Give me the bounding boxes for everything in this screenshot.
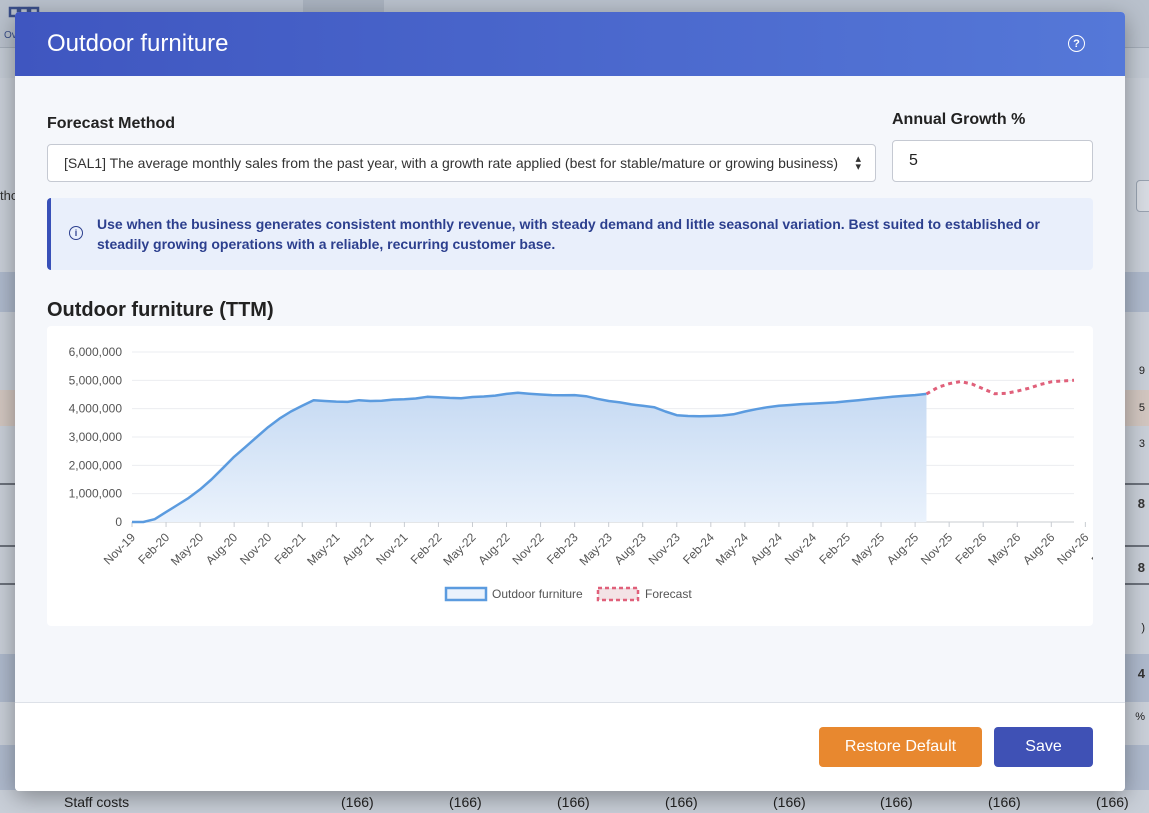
y-tick-label: 2,000,000	[69, 458, 123, 472]
legend-swatch-forecast[interactable]	[596, 586, 640, 602]
x-tick-label: Aug-21	[339, 530, 376, 567]
x-tick-label: Nov-20	[237, 530, 274, 567]
legend-label-forecast[interactable]: Forecast	[645, 587, 692, 601]
forecast-method-value: [SAL1] The average monthly sales from th…	[64, 155, 839, 171]
info-text: Use when the business generates consiste…	[97, 216, 1040, 252]
series-line-forecast	[925, 378, 1075, 396]
x-tick-label: Aug-23	[612, 530, 649, 567]
x-tick-label: May-26	[985, 530, 1023, 568]
x-tick-label: May-25	[849, 530, 887, 568]
modal-title: Outdoor furniture	[47, 30, 229, 57]
y-tick-label: 6,000,000	[69, 345, 123, 359]
restore-default-button[interactable]: Restore Default	[819, 727, 982, 767]
x-tick-label: May-24	[713, 530, 751, 568]
bg-fragment: tho	[0, 188, 19, 203]
bg-row-value: (166)	[988, 794, 1021, 810]
bg-table-row: Staff costs (166) (166) (166) (166) (166…	[0, 790, 1149, 813]
bg-fragment: 8	[1137, 496, 1145, 511]
bg-fragment: 9	[1138, 365, 1145, 377]
x-tick-label: May-23	[577, 530, 615, 568]
x-tick-label: May-20	[168, 530, 206, 568]
x-tick-label: Feb-26	[953, 530, 990, 567]
save-button[interactable]: Save	[994, 727, 1093, 767]
forecast-method-select[interactable]: [SAL1] The average monthly sales from th…	[47, 144, 876, 182]
bg-input[interactable]	[1136, 180, 1149, 212]
y-tick-label: 3,000,000	[69, 430, 123, 444]
bg-fragment: 8	[1137, 560, 1145, 575]
bg-fragment: %	[1135, 711, 1145, 723]
series-area-outdoor-furniture	[132, 392, 927, 522]
bg-fragment: 3	[1138, 438, 1145, 450]
x-tick-label: Feb-24	[680, 530, 717, 567]
bg-row-value: (166)	[341, 794, 374, 810]
forecast-modal: Outdoor furniture ? Forecast Method [SAL…	[15, 12, 1125, 791]
x-tick-label: Aug-26	[1020, 530, 1057, 567]
x-tick-label: Feb-21	[272, 530, 309, 567]
bg-row-value: (166)	[449, 794, 482, 810]
x-tick-label: Aug-25	[884, 530, 921, 567]
y-tick-label: 1,000,000	[69, 487, 123, 501]
bg-row-value: (166)	[665, 794, 698, 810]
footer-divider	[15, 702, 1125, 703]
x-tick-label: Feb-27	[1089, 530, 1093, 567]
x-tick-label: Feb-20	[135, 530, 172, 567]
x-tick-label: May-22	[440, 530, 478, 568]
bg-row-value: (166)	[1096, 794, 1129, 810]
info-callout: i Use when the business generates consis…	[47, 198, 1093, 270]
bg-row-value: (166)	[557, 794, 590, 810]
legend-swatch-outdoor-furniture[interactable]	[444, 586, 488, 602]
x-tick-label: Aug-22	[475, 530, 512, 567]
x-tick-label: Feb-25	[816, 530, 853, 567]
bg-row-value: (166)	[773, 794, 806, 810]
y-tick-label: 4,000,000	[69, 402, 123, 416]
x-tick-label: Feb-22	[408, 530, 445, 567]
series-line-outdoor-furniture	[132, 391, 927, 524]
annual-growth-input[interactable]	[892, 140, 1093, 182]
annual-growth-label: Annual Growth %	[892, 111, 1026, 128]
x-tick-label: Nov-19	[101, 530, 138, 567]
x-tick-label: Nov-25	[918, 530, 955, 567]
forecast-method-label: Forecast Method	[47, 115, 176, 132]
bg-fragment: )	[1141, 622, 1145, 634]
bg-fragment: 4	[1137, 666, 1145, 681]
info-icon: i	[69, 226, 83, 240]
x-tick-label: Nov-21	[373, 530, 410, 567]
chart-title: Outdoor furniture (TTM)	[47, 299, 274, 321]
chart-card: 0 1,000,000 2,000,000 3,000,000 4,000,000 5,0…	[47, 326, 1093, 626]
x-tick-label: Aug-20	[203, 530, 240, 567]
y-tick-label: 0	[115, 515, 122, 529]
modal-footer: Restore Default Save	[15, 703, 1125, 791]
line-chart: 0 1,000,000 2,000,000 3,000,000 4,000,000 5,0…	[69, 345, 1093, 602]
bg-nav-label: Ove	[4, 30, 23, 41]
chevron-updown-icon: ▴ ▾	[855, 153, 861, 173]
x-tick-label: Nov-23	[646, 530, 683, 567]
x-tick-label: Nov-22	[509, 530, 546, 567]
x-tick-label: Aug-24	[748, 530, 785, 567]
x-tick-label: Nov-26	[1054, 530, 1091, 567]
y-tick-label: 5,000,000	[69, 373, 123, 387]
x-tick-label: Nov-24	[782, 530, 819, 567]
legend-label-outdoor-furniture[interactable]: Outdoor furniture	[492, 587, 583, 601]
modal-header: Outdoor furniture ?	[15, 12, 1125, 76]
x-tick-label: Feb-23	[544, 530, 581, 567]
bg-fragment: 5	[1138, 402, 1145, 414]
x-tick-label: May-21	[304, 530, 342, 568]
help-icon[interactable]: ?	[1068, 35, 1085, 52]
bg-row-value: (166)	[880, 794, 913, 810]
bg-row-label: Staff costs	[64, 794, 130, 810]
